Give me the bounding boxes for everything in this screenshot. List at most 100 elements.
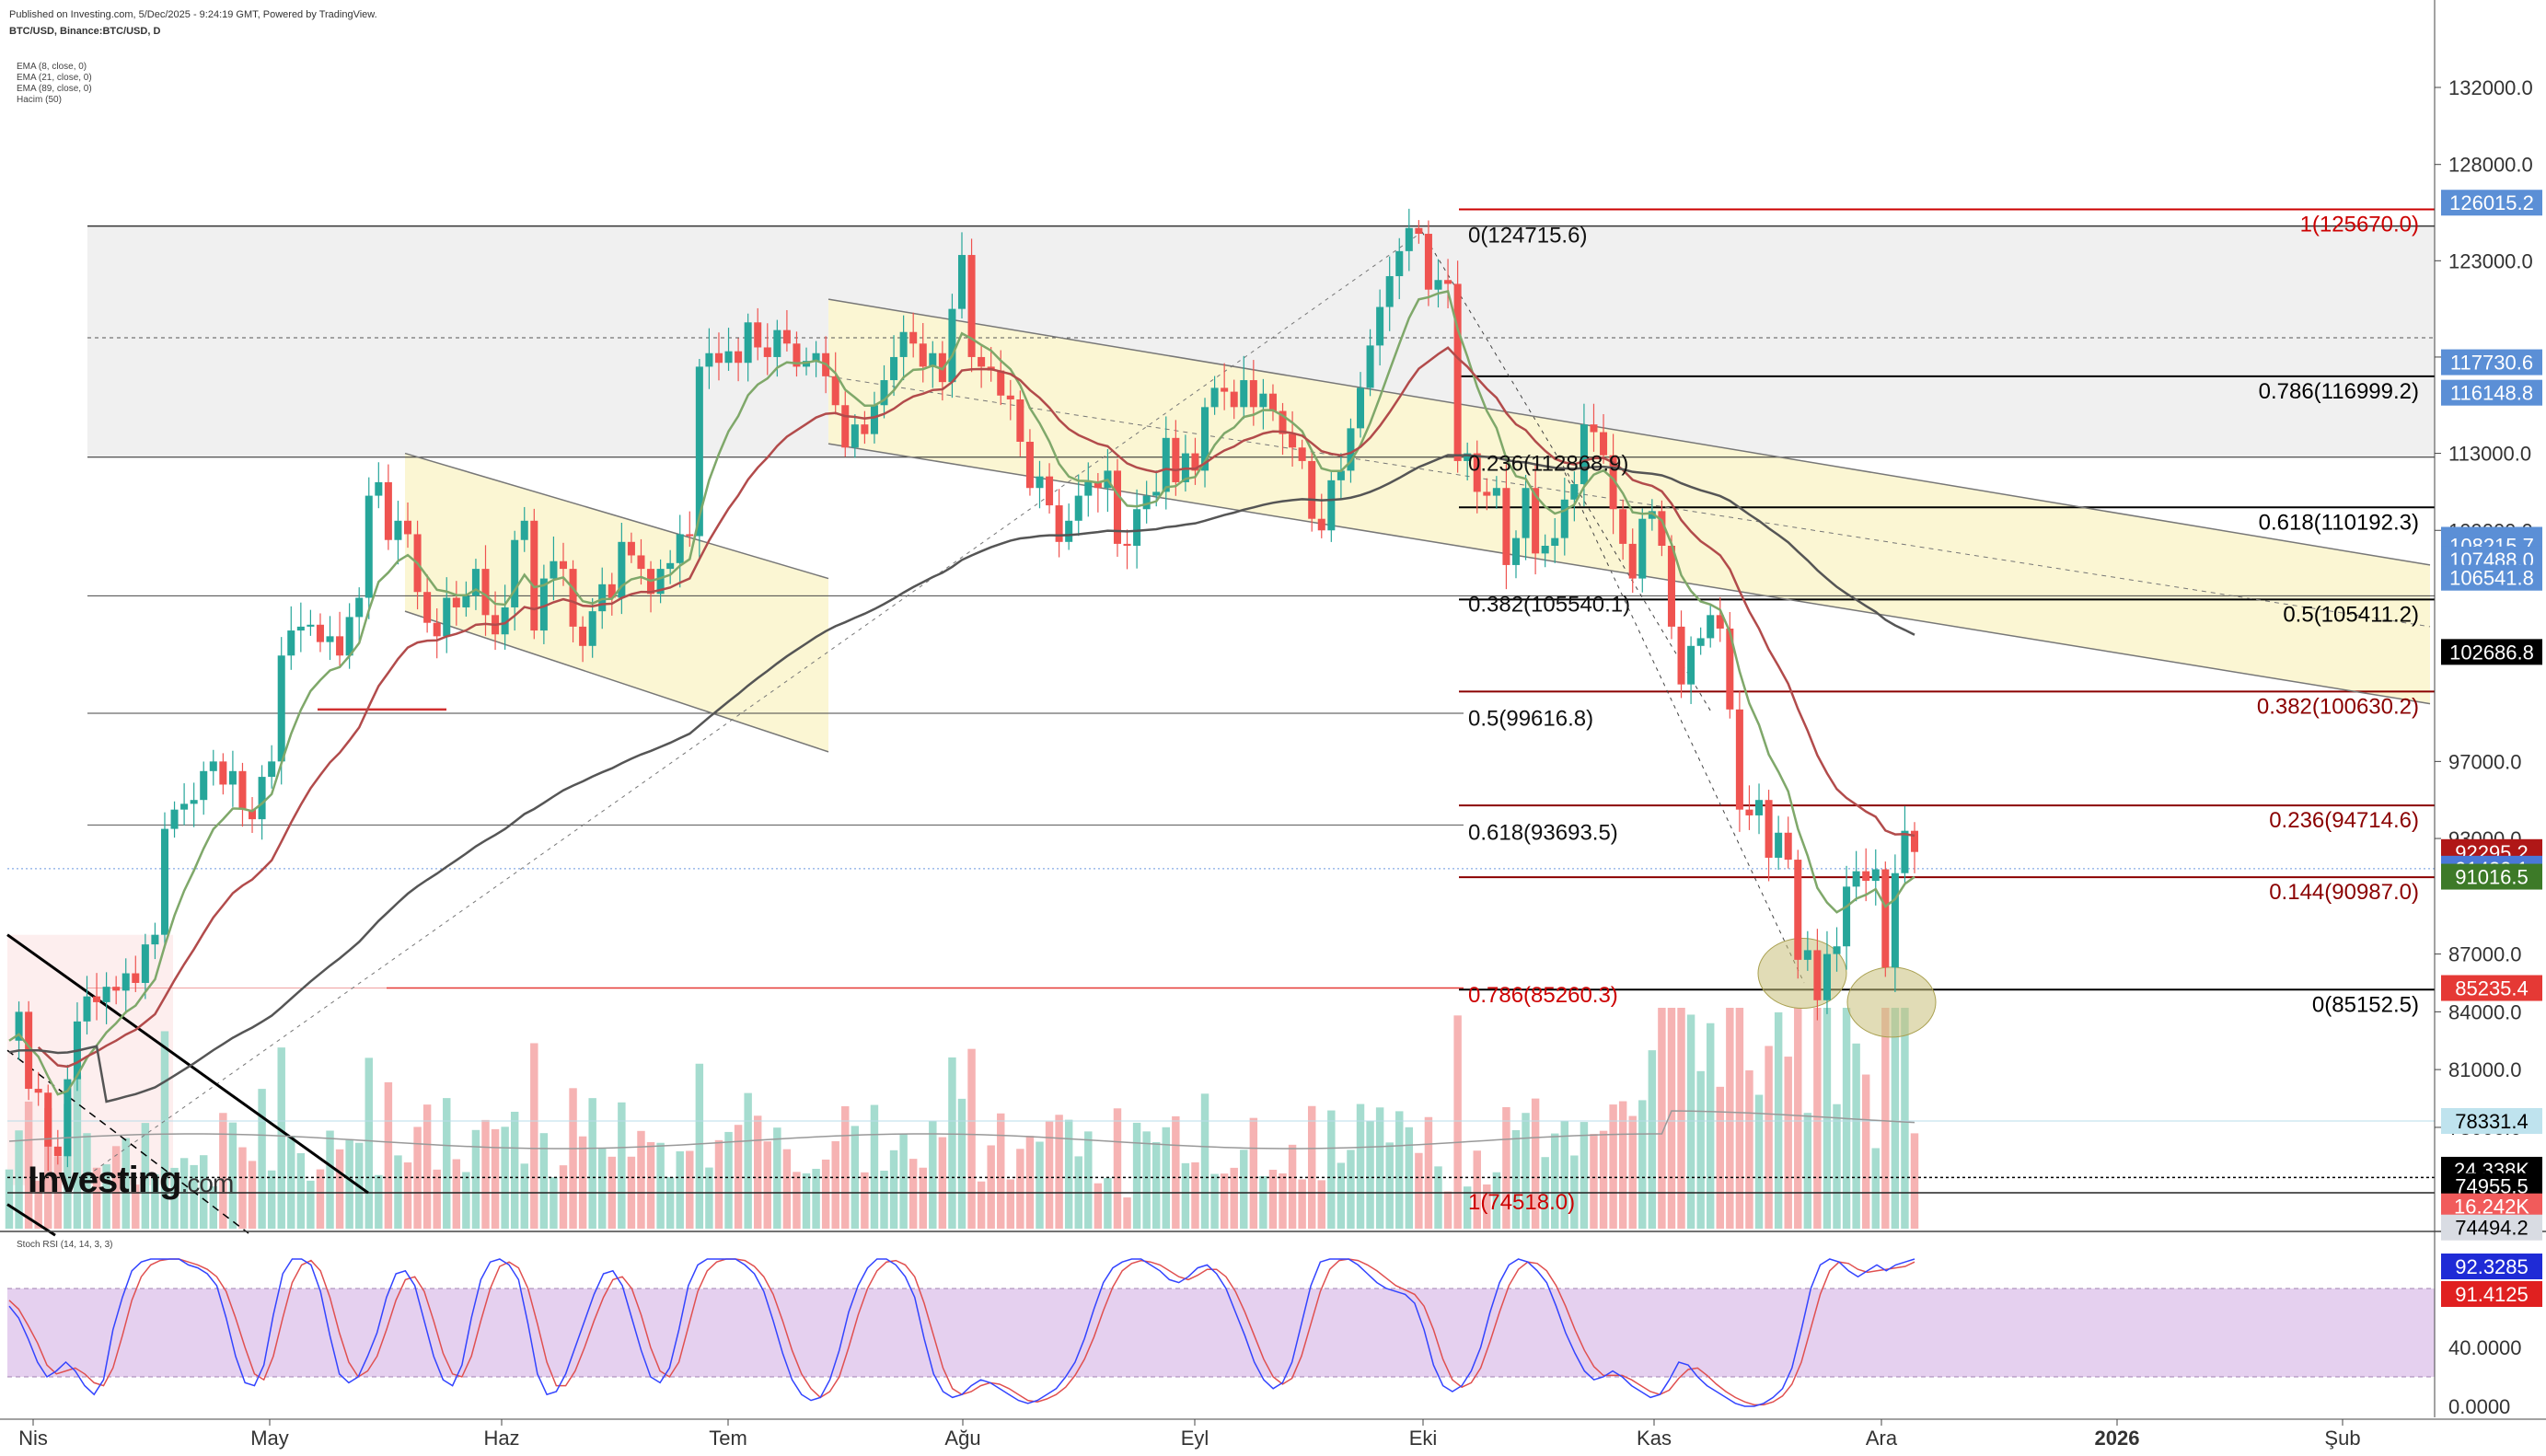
drawn-lines: [6, 208, 2435, 1237]
candle-body: [1347, 428, 1355, 471]
volume-bar: [977, 1181, 986, 1229]
candle-body: [384, 481, 392, 540]
volume-bar: [258, 1089, 266, 1229]
volume-bar: [1813, 1008, 1822, 1229]
fib-left-label-5: 0.786(85260.3): [1468, 983, 1618, 1008]
volume-bar: [1375, 1107, 1384, 1229]
candle-body: [34, 1089, 42, 1093]
candle-body: [899, 331, 908, 357]
volume-bar: [219, 1113, 227, 1229]
volume-bar: [1006, 1179, 1015, 1229]
stoch-tag-label: 92.3285: [2455, 1255, 2529, 1278]
volume-bar: [122, 1138, 130, 1229]
candle-body: [1249, 380, 1257, 408]
price-tag-label: 78331.4: [2455, 1110, 2529, 1133]
price-tag: [2441, 975, 2542, 1001]
volume-bar: [656, 1142, 665, 1229]
candle-body: [132, 973, 140, 983]
candle-body: [1055, 505, 1063, 542]
volume-bar: [598, 1148, 607, 1229]
candle-body: [1016, 399, 1024, 443]
candle-body: [1268, 393, 1277, 411]
candle-body: [112, 987, 121, 991]
candle-body: [151, 934, 159, 945]
volume-bar: [1745, 1069, 1753, 1229]
volume-bar: [908, 1159, 918, 1229]
volume-bar: [987, 1145, 995, 1229]
stoch-tick-label: 0.0000: [2448, 1395, 2510, 1418]
volume-bar: [1327, 1110, 1336, 1229]
candle-body: [1833, 946, 1841, 954]
candle-body: [1619, 509, 1627, 544]
fib-right-label-1: 0.786(116999.2): [2259, 379, 2419, 404]
candle-body: [1006, 395, 1014, 399]
price-tag-label: 74494.2: [2455, 1217, 2529, 1240]
candle-body: [1240, 380, 1248, 408]
candle-body: [763, 347, 771, 357]
volume-bar: [1891, 1008, 1900, 1229]
candle-body: [1046, 476, 1054, 506]
volume-bar: [1249, 1117, 1258, 1229]
candle-body: [1210, 387, 1219, 408]
candle-body: [1123, 543, 1131, 546]
fib-right-label-7: 0(85152.5): [2312, 992, 2419, 1017]
volume-bar: [802, 1173, 811, 1229]
volume-bar: [1551, 1133, 1559, 1229]
volume-bar: [1259, 1175, 1267, 1229]
price-tag: [2441, 1107, 2542, 1134]
candle-body: [1522, 488, 1530, 538]
volume-bar: [695, 1063, 704, 1229]
candle-body: [44, 1092, 52, 1147]
volume-bar: [1667, 1008, 1676, 1229]
fib-left-label-4: 0.618(93693.5): [1468, 821, 1618, 846]
volume-bar: [335, 1149, 344, 1229]
candle-body: [559, 560, 568, 570]
volume-bar: [841, 1105, 850, 1229]
candle-body: [228, 770, 237, 785]
candle-body: [1376, 306, 1384, 346]
volume-bar: [1502, 1106, 1510, 1229]
volume-bar: [209, 1185, 218, 1229]
candle-body: [1317, 518, 1325, 531]
publish-credit: Published on Investing.com, 5/Dec/2025 -…: [9, 9, 377, 20]
volume-bar: [1794, 1008, 1802, 1229]
volume-bar: [646, 1141, 655, 1229]
candle-body: [423, 592, 432, 623]
volume-bar: [705, 1167, 713, 1229]
volume-bar: [267, 1170, 276, 1229]
candle-body: [1560, 499, 1568, 538]
volume-bar: [1696, 1070, 1705, 1229]
candle-body: [1600, 432, 1608, 456]
highlight-ellipse-2: [1846, 966, 1937, 1038]
price-tag-label: 116148.8: [2450, 382, 2533, 405]
volume-bar: [1191, 1161, 1199, 1229]
candle-body: [1794, 860, 1802, 960]
y-tick-label: 123000.0: [2448, 249, 2533, 272]
candle-body: [209, 761, 217, 771]
candle-body: [1094, 481, 1102, 489]
volume-bar: [375, 1174, 383, 1229]
candle-body: [93, 996, 101, 1002]
volume-bar: [481, 1119, 490, 1229]
volume-bar: [724, 1131, 733, 1229]
investing-logo: Investing.com: [28, 1160, 234, 1200]
volume-bar: [744, 1092, 752, 1229]
candle-body: [656, 569, 665, 595]
fib-labels: 0(124715.6) 0.236(112868.9) 0.382(105540.1…: [1468, 212, 2419, 1214]
volume-bar: [1142, 1131, 1151, 1229]
volume-bar: [1871, 1148, 1880, 1229]
price-tag-label: 91016.5: [2455, 866, 2529, 889]
volume-bar: [578, 1136, 587, 1229]
candle-body: [296, 626, 305, 631]
volume-bar: [1735, 1008, 1744, 1229]
candle-body: [1590, 424, 1598, 433]
candle-body: [355, 597, 364, 618]
candle-body: [1687, 645, 1695, 685]
ema89-line: [8, 454, 1915, 1104]
candle-body: [83, 996, 91, 1022]
volume-bar: [1279, 1173, 1287, 1229]
volume-bar: [1492, 1172, 1501, 1229]
volume-bar: [793, 1172, 801, 1229]
volume-bar: [296, 1152, 306, 1229]
